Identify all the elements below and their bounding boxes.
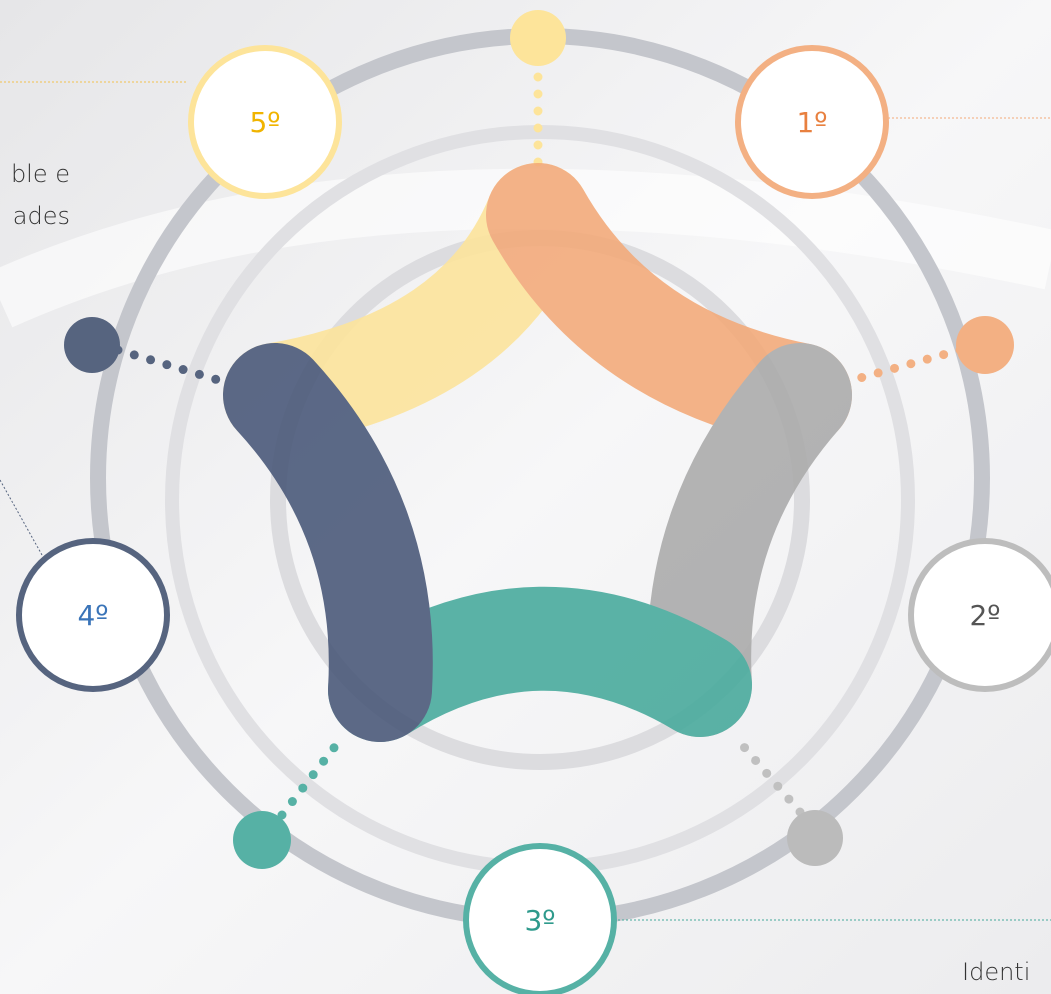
node: 5º <box>191 48 339 196</box>
node-label: 5º <box>249 106 280 139</box>
node-label: 1º <box>796 106 827 139</box>
text-fragment: ades <box>13 202 70 230</box>
dot <box>64 317 120 373</box>
page: {"text_fragments": ["ble e", "ades", "Id… <box>0 0 1051 994</box>
text-fragment: Identi <box>962 958 1030 986</box>
node-label: 2º <box>969 599 1000 632</box>
dot <box>956 316 1014 374</box>
diagram: 1º 2º 3º 4º 5º ble e ades Identi <box>0 0 1051 994</box>
node: 4º <box>19 541 167 689</box>
node-label: 3º <box>524 904 555 937</box>
dot <box>233 811 291 869</box>
dot <box>787 810 843 866</box>
node: 2º <box>911 541 1051 689</box>
node: 1º <box>738 48 886 196</box>
dot <box>510 10 566 66</box>
node: 3º <box>466 846 614 994</box>
node-label: 4º <box>77 599 108 632</box>
text-fragment: ble e <box>11 160 70 188</box>
